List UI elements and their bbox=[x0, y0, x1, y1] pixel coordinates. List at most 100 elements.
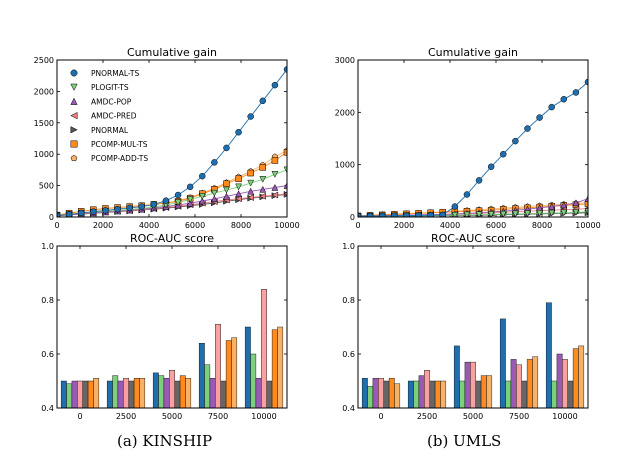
x-tick-label: 2000 bbox=[394, 221, 414, 230]
data-point bbox=[512, 137, 519, 145]
data-point bbox=[548, 209, 556, 217]
bar-amdc-pop bbox=[418, 375, 425, 409]
kinship-auc-panel: ROC-AUC score 0.4 0.6 0.8 1.0 0 2500 5000 7500 10… bbox=[41, 232, 288, 421]
x-tick-label: 6000 bbox=[486, 221, 506, 230]
legend-marker bbox=[70, 126, 78, 134]
x-tick-label: 2500 bbox=[417, 412, 437, 421]
bar-amdc-pop bbox=[209, 378, 216, 409]
bar-pcomp-mul-ts bbox=[526, 359, 533, 409]
y-tick-label: 0 bbox=[49, 213, 54, 222]
data-point bbox=[463, 191, 471, 198]
series-plogit-ts bbox=[57, 166, 287, 217]
data-point bbox=[403, 212, 410, 217]
data-point bbox=[572, 199, 580, 207]
bar-amdc-pred bbox=[261, 289, 267, 409]
data-point bbox=[162, 197, 170, 204]
y-tick-label: 1000 bbox=[335, 161, 355, 170]
data-point bbox=[358, 212, 362, 217]
data-point bbox=[524, 125, 531, 132]
bar-pnormal bbox=[383, 380, 390, 409]
data-point bbox=[427, 211, 434, 217]
legend-label: PNORMAL-TS bbox=[91, 69, 139, 78]
bar-pnormal bbox=[174, 380, 181, 409]
data-point bbox=[572, 89, 580, 96]
bar-pcomp-add-ts bbox=[532, 356, 539, 409]
plot-area bbox=[57, 66, 287, 217]
bar-pcomp-add-ts bbox=[277, 326, 284, 409]
data-point bbox=[451, 203, 459, 210]
bar-pnormal bbox=[82, 380, 89, 409]
data-point bbox=[174, 199, 182, 207]
data-point bbox=[247, 194, 254, 201]
data-point bbox=[487, 163, 495, 171]
legend-marker bbox=[70, 83, 78, 91]
data-point bbox=[378, 212, 386, 217]
bar-amdc-pred bbox=[516, 364, 522, 409]
bar-pcomp-mul-ts bbox=[87, 380, 94, 409]
bar-pcomp-mul-ts bbox=[434, 380, 441, 409]
bar-pcomp-add-ts bbox=[394, 383, 401, 409]
legend-label: PNORMAL bbox=[91, 126, 129, 135]
bar-pnormal-ts bbox=[60, 380, 67, 409]
plot-frame bbox=[56, 245, 288, 409]
bar-amdc-pop bbox=[163, 378, 170, 409]
data-point bbox=[283, 182, 287, 189]
data-point bbox=[560, 201, 568, 209]
bar-amdc-pred bbox=[215, 324, 221, 409]
x-tick-label: 6000 bbox=[185, 221, 205, 230]
bar-plogit-ts bbox=[204, 364, 211, 409]
bar-amdc-pred bbox=[378, 378, 384, 409]
data-point bbox=[235, 190, 242, 198]
plot-frame bbox=[56, 59, 288, 218]
data-point bbox=[235, 195, 242, 203]
data-point bbox=[186, 183, 194, 191]
bar-pcomp-add-ts bbox=[139, 378, 146, 409]
x-tick-label: 10000 bbox=[251, 412, 276, 421]
legend-label: PCOMP-MUL-TS bbox=[91, 140, 148, 149]
bar-plogit-ts bbox=[459, 380, 466, 409]
y-tick-label: 0 bbox=[350, 213, 355, 222]
x-tick-label: 4000 bbox=[440, 221, 460, 230]
data-point bbox=[271, 191, 279, 199]
x-tick-label: 5000 bbox=[463, 412, 483, 421]
data-point bbox=[174, 191, 182, 199]
data-point bbox=[415, 212, 422, 217]
bar-plogit-ts bbox=[367, 386, 374, 409]
y-tick-label: 0.6 bbox=[342, 350, 355, 359]
bar-pcomp-add-ts bbox=[578, 345, 585, 409]
x-tick-label: 4000 bbox=[139, 221, 159, 230]
bar-amdc-pop bbox=[255, 378, 262, 409]
y-tick-label: 2000 bbox=[34, 87, 54, 96]
series-amdc-pop bbox=[57, 182, 287, 217]
data-point bbox=[283, 149, 287, 156]
x-tick-label: 2500 bbox=[116, 412, 136, 421]
legend-label: PCOMP-ADD-TS bbox=[91, 154, 148, 163]
series-line bbox=[358, 81, 588, 217]
data-point bbox=[283, 191, 287, 196]
x-tick-label: 10000 bbox=[274, 221, 299, 230]
bar-pcomp-mul-ts bbox=[572, 348, 579, 409]
bar-amdc-pop bbox=[71, 380, 78, 409]
y-tick-label: 2500 bbox=[34, 56, 54, 65]
bar-pcomp-add-ts bbox=[440, 380, 447, 409]
data-point bbox=[439, 211, 446, 217]
bar-plogit-ts bbox=[66, 383, 73, 409]
data-point bbox=[271, 81, 279, 89]
y-tick-label: 1.0 bbox=[342, 242, 355, 251]
x-tick-label: 7500 bbox=[509, 412, 529, 421]
data-point bbox=[475, 211, 483, 217]
series-pnormal bbox=[57, 190, 287, 217]
legend-label: PLOGIT-TS bbox=[91, 83, 129, 92]
data-point bbox=[271, 157, 279, 164]
data-point bbox=[259, 176, 267, 183]
y-tick-label: 2000 bbox=[335, 108, 355, 117]
bar-pnormal bbox=[266, 380, 273, 409]
data-point bbox=[584, 195, 588, 202]
umls-auc-panel: ROC-AUC score 0.4 0.6 0.8 1.0 0 2500 5000 7500 10… bbox=[342, 232, 589, 421]
bar-pnormal-ts bbox=[244, 326, 251, 409]
bar-pnormal-ts bbox=[499, 318, 506, 409]
data-point bbox=[259, 192, 267, 200]
data-point bbox=[90, 208, 97, 215]
bar-pcomp-mul-ts bbox=[225, 340, 232, 409]
series-amdc-pred bbox=[57, 191, 287, 217]
